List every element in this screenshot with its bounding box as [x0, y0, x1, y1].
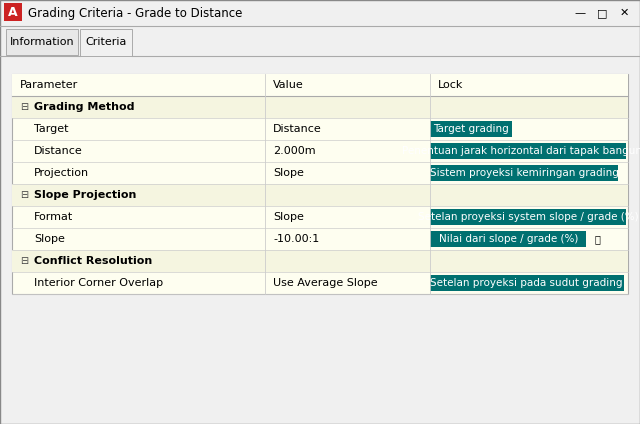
Bar — [12, 184, 628, 206]
Bar — [4, 3, 22, 21]
Text: Parameter: Parameter — [20, 80, 78, 90]
Bar — [12, 96, 628, 118]
Text: Slope Projection: Slope Projection — [34, 190, 136, 200]
Text: ⊟: ⊟ — [20, 256, 28, 266]
Text: Sistem proyeksi kemiringan grading: Sistem proyeksi kemiringan grading — [429, 168, 618, 178]
Text: Penentuan jarak horizontal dari tapak bangunan: Penentuan jarak horizontal dari tapak ba… — [401, 146, 640, 156]
Text: Lock: Lock — [438, 80, 463, 90]
Text: Slope: Slope — [273, 212, 304, 222]
Text: □: □ — [596, 8, 607, 18]
Text: Grading Method: Grading Method — [34, 102, 134, 112]
Bar — [0, 0, 640, 26]
Bar — [430, 209, 626, 225]
Text: 🔒: 🔒 — [595, 234, 600, 244]
Text: Conflict Resolution: Conflict Resolution — [34, 256, 152, 266]
Text: Nilai dari slope / grade (%): Nilai dari slope / grade (%) — [438, 234, 578, 244]
Text: Information: Information — [10, 37, 74, 47]
Bar — [430, 165, 618, 181]
Text: -10.00:1: -10.00:1 — [273, 234, 319, 244]
Bar — [80, 29, 132, 56]
Text: ✕: ✕ — [620, 8, 628, 18]
Bar — [0, 26, 640, 56]
Bar — [12, 74, 628, 294]
Text: Setelan proyeksi system slope / grade (%): Setelan proyeksi system slope / grade (%… — [418, 212, 638, 222]
Text: ⊟: ⊟ — [20, 102, 28, 112]
Text: Setelan proyeksi pada sudut grading: Setelan proyeksi pada sudut grading — [431, 278, 623, 288]
Text: 2.000m: 2.000m — [273, 146, 316, 156]
Text: Distance: Distance — [273, 124, 322, 134]
Text: Format: Format — [34, 212, 73, 222]
Text: Grading Criteria - Grade to Distance: Grading Criteria - Grade to Distance — [28, 6, 243, 20]
Text: Interior Corner Overlap: Interior Corner Overlap — [34, 278, 163, 288]
Text: Projection: Projection — [34, 168, 89, 178]
Text: Slope: Slope — [273, 168, 304, 178]
Text: Slope: Slope — [34, 234, 65, 244]
Text: Use Average Slope: Use Average Slope — [273, 278, 378, 288]
Bar — [6, 29, 78, 55]
Text: Target grading: Target grading — [433, 124, 509, 134]
Text: —: — — [575, 8, 586, 18]
Bar — [430, 121, 512, 137]
Text: ⊟: ⊟ — [20, 190, 28, 200]
Bar — [12, 74, 628, 96]
Text: Distance: Distance — [34, 146, 83, 156]
Text: A: A — [8, 6, 18, 19]
Text: Target: Target — [34, 124, 68, 134]
Text: Value: Value — [273, 80, 304, 90]
Bar — [12, 250, 628, 272]
Bar — [430, 143, 626, 159]
Text: Criteria: Criteria — [85, 37, 127, 47]
Bar — [430, 275, 623, 291]
Bar — [430, 231, 586, 247]
